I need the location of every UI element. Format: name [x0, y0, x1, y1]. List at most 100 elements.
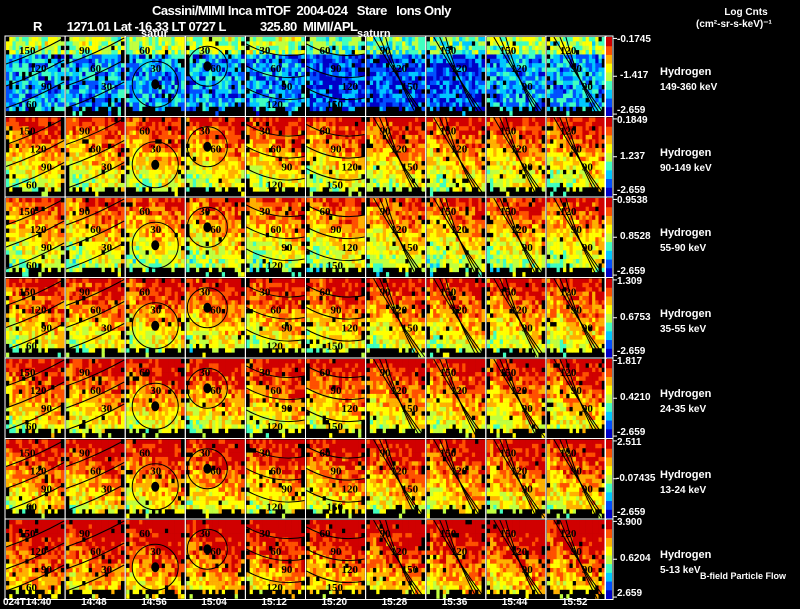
heatmap-cell: [215, 37, 219, 42]
heatmap-cell: [383, 68, 387, 73]
heatmap-cell: [178, 135, 182, 140]
heatmap-cell: [430, 72, 434, 77]
heatmap-cell: [285, 111, 289, 116]
heatmap-cell: [399, 102, 403, 107]
contour-label: 60: [320, 45, 332, 57]
heatmap-cell: [472, 37, 476, 42]
heatmap-cell: [275, 126, 279, 131]
heatmap-cell: [225, 107, 229, 112]
heatmap-cell: [355, 50, 359, 55]
heatmap-cell: [193, 179, 197, 184]
heatmap-cell: [326, 81, 330, 86]
heatmap-cell: [542, 107, 546, 112]
heatmap-cell: [206, 187, 210, 192]
heatmap-cell: [212, 170, 216, 175]
heatmap-cell: [487, 89, 491, 94]
heatmap-cell: [383, 107, 387, 112]
heatmap-cell: [550, 89, 554, 94]
heatmap-cell: [231, 144, 235, 149]
heatmap-cell: [367, 46, 371, 51]
heatmap-cell: [85, 174, 89, 179]
heatmap-cell: [482, 68, 486, 73]
heatmap-cell: [313, 94, 317, 99]
heatmap-cell: [547, 63, 551, 68]
heatmap-cell: [547, 98, 551, 103]
heatmap-cell: [66, 118, 70, 123]
heatmap-cell: [76, 37, 80, 42]
heatmap-cell: [238, 46, 242, 51]
heatmap-cell: [433, 68, 437, 73]
heatmap-cell: [469, 85, 473, 90]
heatmap-cell: [487, 50, 491, 55]
heatmap-cell: [376, 81, 380, 86]
heatmap-cell: [162, 46, 166, 51]
heatmap-cell: [430, 85, 434, 90]
heatmap-cell: [95, 118, 99, 123]
heatmap-cell: [32, 85, 36, 90]
heatmap-cell: [142, 139, 146, 144]
heatmap-cell: [256, 118, 260, 123]
heatmap-cell: [573, 94, 577, 99]
heatmap-cell: [386, 68, 390, 73]
heatmap-cell: [199, 68, 203, 73]
heatmap-cell: [73, 187, 77, 192]
heatmap-cell: [118, 102, 122, 107]
heatmap-cell: [246, 131, 250, 136]
heatmap-cell: [490, 46, 494, 51]
heatmap-cell: [298, 94, 302, 99]
heatmap-cell: [250, 139, 254, 144]
heatmap-cell: [259, 139, 263, 144]
heatmap-cell: [421, 68, 425, 73]
heatmap-cell: [61, 144, 65, 149]
heatmap-cell: [228, 165, 232, 170]
heatmap-cell: [493, 85, 497, 90]
heatmap-cell: [332, 46, 336, 51]
heatmap-cell: [89, 81, 93, 86]
heatmap-cell: [171, 50, 175, 55]
heatmap-cell: [592, 72, 596, 77]
heatmap-cell: [573, 102, 577, 107]
heatmap-cell: [427, 102, 431, 107]
heatmap-cell: [165, 165, 169, 170]
heatmap-cell: [54, 179, 58, 184]
heatmap-cell: [316, 102, 320, 107]
heatmap-cell: [373, 81, 377, 86]
contour-label: 30: [150, 63, 162, 75]
heatmap-cell: [282, 72, 286, 77]
heatmap-cell: [168, 170, 172, 175]
heatmap-cell: [231, 122, 235, 127]
heatmap-cell: [241, 46, 245, 51]
heatmap-cell: [547, 59, 551, 64]
heatmap-cell: [427, 107, 431, 112]
heatmap-cell: [142, 165, 146, 170]
heatmap-cell: [493, 59, 497, 64]
heatmap-cell: [225, 174, 229, 179]
heatmap-cell: [146, 118, 150, 123]
heatmap-cell: [298, 59, 302, 64]
heatmap-cell: [415, 41, 419, 46]
heatmap-cell: [496, 68, 500, 73]
heatmap-cell: [599, 50, 603, 55]
heatmap-cell: [301, 59, 305, 64]
heatmap-cell: [250, 81, 254, 86]
heatmap-cell: [215, 179, 219, 184]
heatmap-cell: [542, 41, 546, 46]
heatmap-cell: [238, 111, 242, 116]
heatmap-cell: [66, 174, 70, 179]
heatmap-cell: [48, 187, 52, 192]
heatmap-cell: [503, 63, 507, 68]
heatmap-cell: [202, 102, 206, 107]
heatmap-cell: [253, 131, 257, 136]
heatmap-cell: [522, 37, 526, 42]
heatmap-cell: [95, 165, 99, 170]
heatmap-cell: [42, 179, 46, 184]
heatmap-cell: [462, 111, 466, 116]
heatmap-cell: [105, 37, 109, 42]
heatmap-cell: [392, 94, 396, 99]
heatmap-cell: [193, 192, 197, 197]
heatmap-cell: [399, 41, 403, 46]
heatmap-cell: [121, 122, 125, 127]
heatmap-cell: [206, 89, 210, 94]
heatmap-cell: [228, 183, 232, 188]
heatmap-cell: [206, 111, 210, 116]
